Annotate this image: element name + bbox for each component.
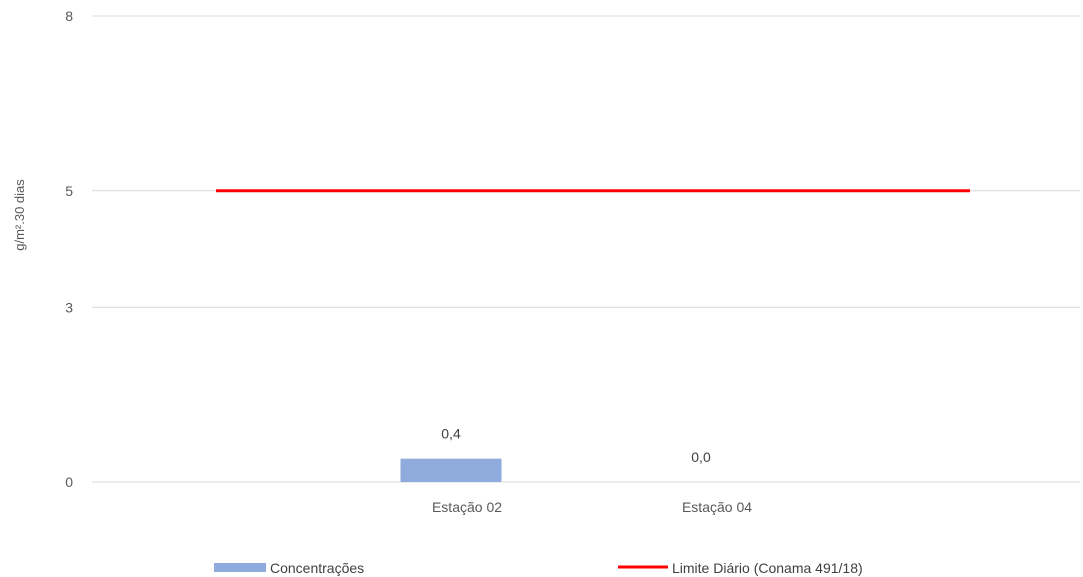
legend-label: Concentrações xyxy=(270,560,364,576)
data-labels: 0,4 0,0 xyxy=(441,426,711,465)
y-tick-label: 0 xyxy=(65,474,73,490)
gridlines xyxy=(92,15,1080,483)
data-label: 0,4 xyxy=(441,426,461,442)
x-tick-label: Estação 04 xyxy=(682,499,752,515)
legend: Concentrações Limite Diário (Conama 491/1… xyxy=(214,560,863,576)
bars xyxy=(400,458,502,482)
legend-swatch-bar xyxy=(214,563,266,572)
x-tick-labels: Estação 02 Estação 04 xyxy=(432,499,752,515)
x-tick-label: Estação 02 xyxy=(432,499,502,515)
y-axis-title: g/m².30 dias xyxy=(12,179,27,251)
bar xyxy=(400,458,502,482)
y-tick-labels: 0 3 5 8 xyxy=(65,8,73,490)
y-tick-label: 3 xyxy=(65,299,73,315)
data-label: 0,0 xyxy=(691,449,711,465)
y-tick-label: 5 xyxy=(65,183,73,199)
y-tick-label: 8 xyxy=(65,8,73,24)
legend-label: Limite Diário (Conama 491/18) xyxy=(672,560,863,576)
